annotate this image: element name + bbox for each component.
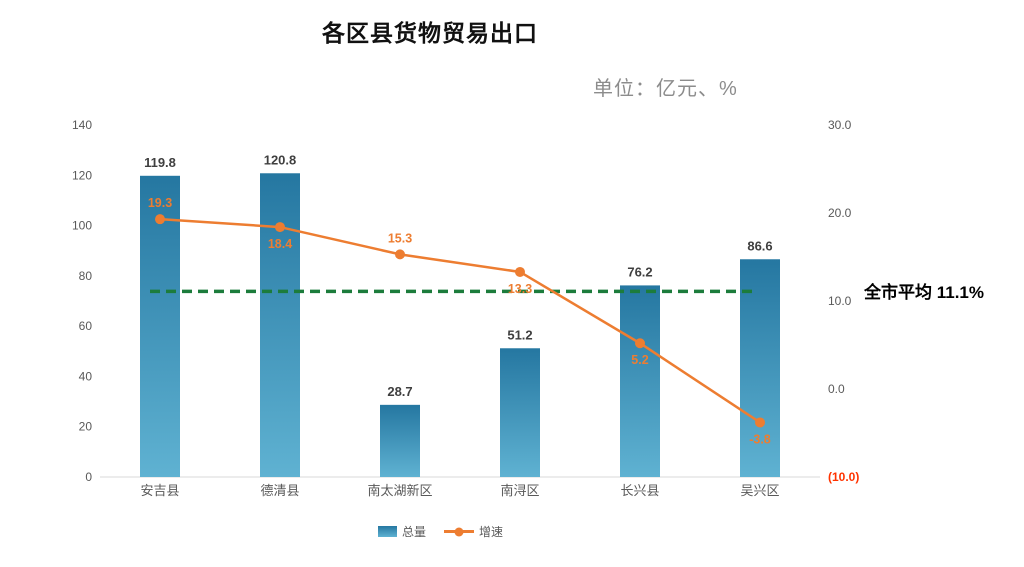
left-axis-tick-label: 100 [72, 219, 92, 233]
bar-value-label: 120.8 [264, 152, 297, 167]
growth-marker [395, 249, 405, 260]
left-axis-tick-label: 60 [79, 319, 93, 333]
bar-value-label: 28.7 [387, 384, 412, 399]
right-axis-tick-label: 20.0 [828, 206, 852, 220]
growth-value-label: 15.3 [388, 231, 412, 245]
bar [140, 175, 180, 477]
bar-value-label: 119.8 [144, 155, 176, 170]
category-label: 南太湖新区 [367, 483, 432, 498]
left-axis-tick-label: 0 [85, 470, 92, 484]
bar [260, 173, 300, 477]
growth-marker [275, 222, 285, 233]
growth-value-label: 13.3 [508, 282, 532, 296]
legend-item-growth: 增速 [444, 523, 503, 540]
right-axis-tick-label: 0.0 [828, 382, 845, 396]
bar-swatch-icon [378, 526, 397, 537]
bar [740, 259, 780, 477]
growth-value-label: 19.3 [148, 196, 172, 210]
left-axis-tick-label: 40 [79, 369, 93, 383]
left-axis-tick-label: 120 [72, 168, 92, 182]
bar [500, 348, 540, 477]
category-label: 安吉县 [140, 483, 179, 498]
line-swatch-icon [444, 527, 475, 536]
average-annotation: 全市平均 11.1% [864, 283, 984, 302]
growth-value-label: 18.4 [268, 237, 292, 251]
bar-value-label: 76.2 [627, 264, 652, 279]
line-marker-icon [454, 527, 464, 536]
category-label: 德清县 [260, 483, 299, 498]
category-label: 吴兴区 [740, 483, 779, 498]
growth-marker [155, 214, 165, 225]
left-axis-tick-label: 20 [79, 420, 93, 434]
bar [620, 285, 660, 477]
growth-marker [515, 266, 525, 277]
right-axis-tick-label: 30.0 [828, 118, 852, 132]
legend-label-total: 总量 [402, 525, 427, 539]
chart-legend: 总量 增速 [378, 523, 503, 540]
bar [380, 404, 420, 477]
growth-line [159, 217, 761, 424]
left-axis-tick-label: 140 [72, 118, 92, 132]
chart-title: 各区县货物贸易出口 [322, 20, 538, 46]
growth-marker [635, 338, 645, 349]
chart-units-label: 单位：亿元、% [593, 78, 738, 100]
growth-value-label: 5.2 [631, 353, 648, 367]
right-axis-tick-label: (10.0) [828, 470, 859, 484]
right-axis-tick-label: 10.0 [828, 294, 852, 308]
left-axis-tick-label: 80 [79, 269, 93, 283]
growth-value-label: -3.8 [749, 432, 771, 446]
category-label: 南浔区 [500, 483, 539, 498]
bar-value-label: 51.2 [507, 327, 532, 342]
bar-value-label: 86.6 [747, 238, 772, 253]
growth-marker [755, 417, 765, 428]
legend-item-total: 总量 [378, 523, 426, 540]
category-label: 长兴县 [620, 483, 659, 498]
legend-label-growth: 增速 [479, 525, 504, 539]
